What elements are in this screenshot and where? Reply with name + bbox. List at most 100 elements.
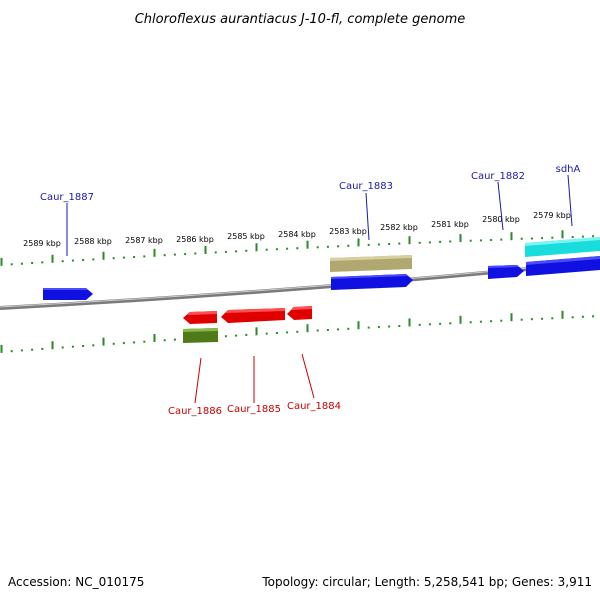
leader-caur-1882 xyxy=(497,181,504,231)
gene-caur-1886-shade xyxy=(188,311,217,315)
minor-tick xyxy=(41,347,44,350)
major-tick xyxy=(408,236,411,245)
kbp-label: 2579 kbp xyxy=(533,211,571,220)
minor-tick xyxy=(10,263,13,266)
minor-tick xyxy=(530,237,533,240)
minor-tick xyxy=(71,259,74,262)
minor-tick xyxy=(388,243,391,245)
kbp-label: 2584 kbp xyxy=(278,230,316,239)
kbp-label: 2582 kbp xyxy=(380,223,418,232)
minor-tick xyxy=(326,245,329,248)
major-tick xyxy=(153,248,156,257)
minor-tick xyxy=(439,322,442,325)
minor-tick xyxy=(571,236,574,238)
minor-tick xyxy=(316,246,319,249)
minor-tick xyxy=(581,315,584,318)
label-caur-1886[interactable]: Caur_1886 xyxy=(168,406,222,417)
major-tick xyxy=(204,246,207,254)
minor-tick xyxy=(418,323,421,326)
minor-tick xyxy=(428,323,431,326)
major-tick xyxy=(357,321,360,330)
minor-tick xyxy=(316,329,319,332)
minor-tick xyxy=(377,326,380,329)
minor-tick xyxy=(541,237,544,240)
minor-tick xyxy=(367,243,370,246)
label-caur-1883[interactable]: Caur_1883 xyxy=(339,181,393,192)
major-tick xyxy=(0,344,3,353)
minor-tick xyxy=(163,339,166,342)
minor-tick xyxy=(143,340,146,343)
label-caur-1885[interactable]: Caur_1885 xyxy=(227,404,281,415)
minor-tick xyxy=(418,241,421,244)
minor-tick xyxy=(398,242,401,245)
gene-caur-1887[interactable] xyxy=(43,288,93,300)
major-tick xyxy=(306,240,309,249)
minor-tick xyxy=(530,318,533,321)
minor-tick xyxy=(286,247,289,250)
minor-tick xyxy=(61,260,64,263)
major-tick xyxy=(255,327,258,336)
major-tick xyxy=(561,310,564,319)
major-tick xyxy=(510,313,513,322)
leader-caur-1886 xyxy=(194,357,202,404)
minor-tick xyxy=(296,330,299,333)
gene-caur-1882[interactable] xyxy=(488,265,524,279)
kbp-label: 2580 kbp xyxy=(482,215,520,224)
minor-tick xyxy=(133,256,136,258)
minor-tick xyxy=(163,254,166,257)
kbp-label: 2589 kbp xyxy=(23,239,61,248)
map-title: Chloroflexus aurantiacus J-10-fl, comple… xyxy=(135,12,466,27)
minor-tick xyxy=(367,326,370,329)
kbp-label: 2581 kbp xyxy=(431,220,469,229)
minor-tick xyxy=(194,252,197,255)
gene-caur-1884-shade xyxy=(292,306,312,310)
minor-tick xyxy=(428,241,431,244)
minor-tick xyxy=(224,250,227,253)
minor-tick xyxy=(469,239,472,242)
label-caur-1882[interactable]: Caur_1882 xyxy=(471,171,525,182)
minor-tick xyxy=(439,240,442,243)
minor-tick xyxy=(61,346,64,349)
minor-tick xyxy=(377,243,380,246)
minor-tick xyxy=(541,317,544,320)
reverse-features xyxy=(183,306,312,343)
minor-tick xyxy=(122,256,125,259)
minor-tick xyxy=(551,236,554,239)
minor-tick xyxy=(275,332,278,334)
minor-tick xyxy=(520,237,523,240)
major-tick xyxy=(51,341,54,350)
gene-caur-1882-shade xyxy=(488,265,519,268)
label-leaders xyxy=(66,174,573,404)
major-tick xyxy=(357,238,360,247)
minor-tick xyxy=(20,262,23,265)
minor-tick xyxy=(20,349,23,352)
gene-labels: Caur_1887 Caur_1883 Caur_1882 sdhA Caur_… xyxy=(40,164,581,417)
minor-tick xyxy=(71,345,74,348)
minor-tick xyxy=(326,329,329,331)
major-tick xyxy=(255,243,258,252)
minor-tick xyxy=(490,320,493,323)
feature-green-trna-shade xyxy=(183,328,218,332)
label-caur-1884[interactable]: Caur_1884 xyxy=(287,401,341,412)
minor-tick xyxy=(133,341,136,344)
label-caur-1887[interactable]: Caur_1887 xyxy=(40,192,94,203)
minor-tick xyxy=(245,333,248,336)
minor-tick xyxy=(10,350,13,353)
minor-tick xyxy=(184,253,187,256)
label-sdha[interactable]: sdhA xyxy=(556,164,581,175)
major-tick xyxy=(459,315,462,324)
topology-text: Topology: circular; Length: 5,258,541 bp… xyxy=(261,575,592,589)
minor-tick xyxy=(92,258,95,261)
major-tick xyxy=(408,318,411,327)
minor-tick xyxy=(581,235,584,238)
minor-tick xyxy=(500,238,503,241)
forward-features xyxy=(43,237,600,300)
minor-tick xyxy=(82,345,85,347)
minor-tick xyxy=(235,250,238,253)
minor-tick xyxy=(245,249,248,252)
major-tick xyxy=(153,334,156,342)
kbp-labels: 2589 kbp 2588 kbp 2587 kbp 2586 kbp 2585… xyxy=(23,211,571,248)
major-tick xyxy=(561,230,564,239)
minor-tick xyxy=(112,257,115,260)
